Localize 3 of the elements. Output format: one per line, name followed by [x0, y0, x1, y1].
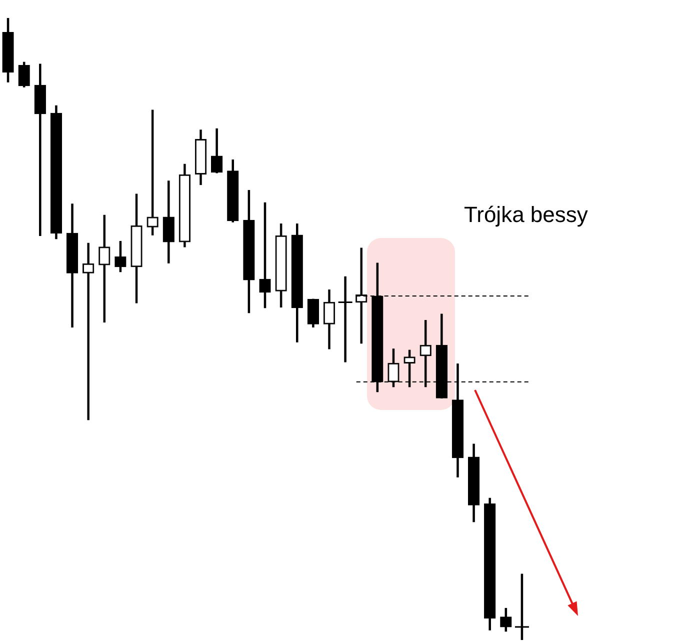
candlestick [34, 64, 46, 236]
candlestick [82, 242, 94, 420]
annotation: Trójka bessy [464, 202, 588, 228]
